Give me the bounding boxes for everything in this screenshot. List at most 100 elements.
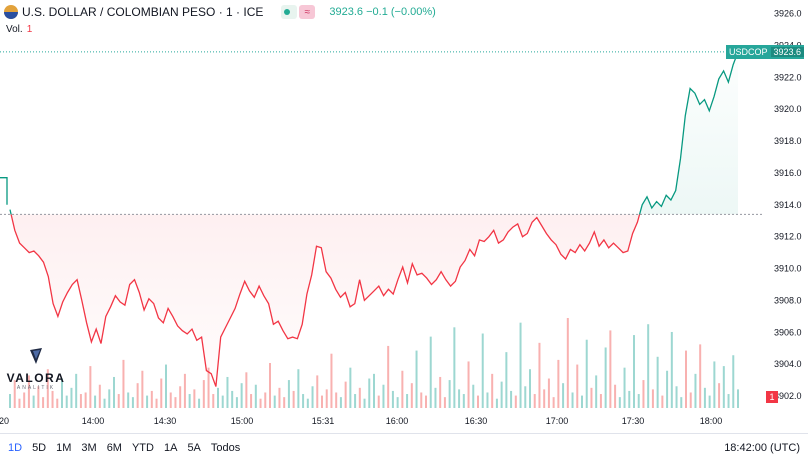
volume-bar — [595, 375, 598, 408]
volume-bar — [221, 395, 224, 408]
volume-bar — [628, 390, 631, 408]
range-3m[interactable]: 3M — [81, 442, 97, 454]
volume-bar — [292, 390, 295, 408]
volume-bar — [42, 397, 45, 408]
volume-bar — [321, 395, 323, 408]
volume-bar — [344, 381, 347, 408]
volume-bar — [387, 345, 390, 408]
volume-bar — [500, 381, 503, 408]
range-1a[interactable]: 1A — [163, 442, 178, 454]
volume-bar — [198, 398, 201, 408]
range-1m[interactable]: 1M — [56, 442, 72, 454]
price-axis-label: 3916.0 — [774, 168, 802, 178]
volume-bar — [590, 387, 593, 408]
volume-bar — [661, 395, 664, 408]
volume-bar — [552, 397, 555, 408]
time-axis-label: 15:31 — [312, 416, 335, 426]
volume-bar — [472, 384, 475, 408]
volume-bar — [127, 392, 130, 408]
range-1d[interactable]: 1D — [8, 442, 23, 454]
volume-bar — [183, 373, 186, 408]
volume-bar — [269, 363, 271, 408]
time-axis[interactable]: 20 14:00 14:30 15:00 15:31 16:00 16:30 17:00 17:… — [0, 416, 722, 426]
volume-bar — [514, 395, 517, 408]
volume-bar — [670, 331, 673, 408]
previous-session-line — [0, 177, 8, 205]
symbol-title[interactable]: U.S. DOLLAR / COLOMBIAN PESO · 1 · ICE — [22, 5, 264, 19]
range-5a[interactable]: 5A — [187, 442, 201, 454]
volume-bar — [396, 397, 399, 408]
volume-bar — [226, 376, 229, 408]
volume-value: 1 — [26, 24, 33, 35]
market-open-dot-icon — [284, 9, 291, 15]
volume-bar — [283, 397, 286, 408]
price-chart[interactable]: 3926.03924.03922.03920.03918.03916.03914… — [0, 0, 808, 433]
volume-bar — [122, 359, 125, 408]
price-axis-label: 3914.0 — [774, 200, 802, 210]
price-axis-label: 3902.0 — [774, 391, 802, 401]
volume-bar — [599, 394, 602, 408]
volume-bar — [240, 383, 243, 408]
volume-bar — [415, 350, 418, 408]
volume-bar — [349, 367, 352, 408]
volume-bar — [231, 390, 234, 408]
volume-bar — [297, 369, 300, 408]
volume-bar — [481, 333, 484, 408]
volume-bar — [467, 361, 470, 408]
currency-flag-icon — [4, 5, 18, 19]
market-status-badge[interactable] — [281, 5, 298, 19]
volume-label: Vol. — [6, 24, 23, 35]
volume-bar — [675, 386, 678, 408]
last-price-tag: USDCOP 3923.6 — [726, 44, 805, 59]
volume-bar — [420, 392, 423, 408]
volume-bar — [84, 392, 87, 408]
volume-bar — [718, 383, 721, 408]
volume-bar — [131, 397, 134, 408]
volume-bar — [495, 398, 498, 408]
volume-bar — [141, 370, 144, 408]
volume-bar — [491, 373, 494, 408]
volume-bar — [429, 336, 432, 408]
price-axis-label: 3906.0 — [774, 327, 802, 337]
volume-bar — [722, 366, 725, 408]
volume-bar — [377, 395, 380, 408]
price-axis-label: 3920.0 — [774, 104, 802, 114]
delayed-data-badge[interactable]: ≈ — [299, 5, 316, 19]
volume-bar — [434, 387, 437, 408]
range-ytd[interactable]: YTD — [131, 442, 154, 454]
price-axis-label: 3922.0 — [774, 72, 802, 82]
volume-bar — [217, 387, 219, 408]
volume-bar — [325, 389, 328, 408]
valora-logo: VALORA ANALITIK — [6, 348, 66, 391]
volume-bar — [505, 352, 508, 408]
volume-bar — [439, 376, 442, 408]
volume-bar — [647, 324, 650, 408]
volume-legend: Vol. 1 — [6, 24, 32, 35]
volume-bar — [202, 380, 205, 408]
price-axis-label: 3918.0 — [774, 136, 802, 146]
volume-bar — [453, 327, 456, 408]
range-5d[interactable]: 5D — [32, 442, 47, 454]
volume-bar — [623, 367, 626, 408]
volume-bar — [188, 394, 191, 408]
volume-axis-tag: 1 — [766, 391, 778, 403]
volume-bar — [89, 366, 92, 408]
range-6m[interactable]: 6M — [106, 442, 122, 454]
volume-bar — [458, 389, 461, 408]
range-all[interactable]: Todos — [210, 442, 241, 454]
volume-bar — [382, 384, 385, 408]
volume-bar — [207, 367, 210, 408]
volume-bar — [373, 373, 375, 408]
volume-bar — [685, 350, 687, 408]
volume-bar — [70, 387, 73, 408]
volume-bar — [56, 398, 59, 408]
volume-bar — [524, 386, 527, 408]
volume-bar — [637, 394, 640, 408]
volume-bar — [9, 394, 11, 408]
price-axis[interactable]: 3926.03924.03922.03920.03918.03916.03914… — [774, 9, 802, 402]
volume-bar — [614, 384, 617, 408]
volume-bar — [694, 373, 697, 408]
time-axis-label: 16:30 — [465, 416, 488, 426]
time-axis-label: 17:00 — [546, 416, 569, 426]
timezone-clock[interactable]: 18:42:00 (UTC) — [724, 442, 800, 454]
